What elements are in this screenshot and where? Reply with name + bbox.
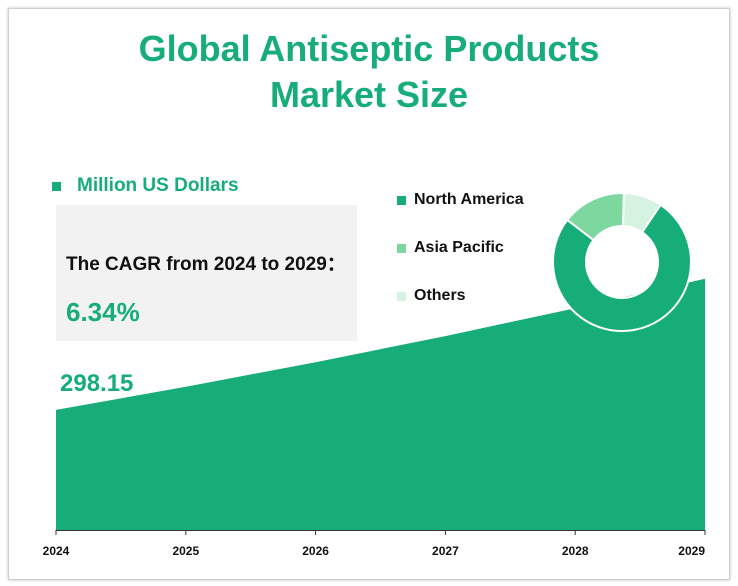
x-tick-label: 2029: [678, 544, 705, 558]
cagr-label: The CAGR from 2024 to 2029：: [66, 254, 346, 275]
legend-item-asia-pacific: Asia Pacific: [397, 236, 524, 260]
donut-legend: North America Asia Pacific Others: [397, 188, 524, 332]
x-tick-label: 2028: [562, 544, 589, 558]
donut-slice-others: [621, 191, 662, 234]
legend-label-north-america: North America: [414, 191, 524, 208]
title-line-1: Global Antiseptic Products: [138, 28, 600, 69]
legend-swatch-north-america: [397, 195, 406, 205]
x-tick-label: 2024: [43, 544, 70, 558]
unit-legend: Million US Dollars: [52, 175, 239, 197]
legend-swatch-asia-pacific: [397, 243, 406, 253]
title-line-2: Market Size: [269, 74, 469, 115]
legend-label-asia-pacific: Asia Pacific: [414, 239, 504, 256]
legend-swatch-others: [397, 291, 406, 301]
x-tick-label: 2027: [432, 544, 459, 558]
area-series: [56, 278, 705, 530]
legend-item-north-america: North America: [397, 188, 524, 212]
chart-title: Global Antiseptic Products Market Size: [0, 26, 738, 118]
x-tick-label: 2026: [302, 544, 329, 558]
unit-legend-label: Million US Dollars: [77, 175, 239, 196]
first-value-label: 298.15: [60, 370, 134, 397]
legend-label-others: Others: [414, 287, 466, 304]
legend-item-others: Others: [397, 284, 524, 308]
cagr-value: 6.34%: [66, 297, 140, 327]
x-tick-label: 2025: [172, 544, 199, 558]
cagr-box: The CAGR from 2024 to 2029： 6.34%: [56, 205, 357, 341]
unit-legend-swatch: [52, 181, 61, 191]
